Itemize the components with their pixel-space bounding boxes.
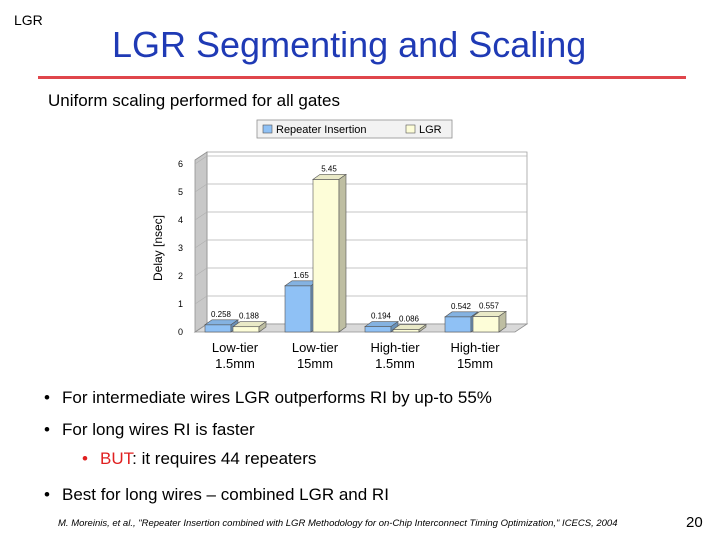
bullet-item: • For intermediate wires LGR outperforms …: [44, 388, 492, 408]
bullet-emphasis: BUT: [100, 449, 133, 468]
legend-label: LGR: [419, 124, 442, 136]
bullet-item: • Best for long wires – combined LGR and …: [44, 485, 389, 505]
data-label: 0.542: [451, 302, 472, 311]
bar-side: [418, 324, 427, 333]
legend-swatch: [262, 124, 273, 134]
bar-side: [258, 321, 267, 333]
bar-front: [444, 316, 472, 333]
y-axis-label: Delay [nsec]: [151, 215, 165, 281]
bar: [204, 319, 239, 333]
data-label: 0.557: [479, 301, 500, 310]
bullet-text: : it requires 44 repeaters: [132, 449, 317, 468]
data-label: 0.258: [211, 310, 232, 319]
x-tick-label: High-tier: [370, 340, 420, 355]
bar: [232, 321, 267, 333]
bullet-marker: •: [82, 449, 88, 468]
bar-front: [472, 316, 500, 333]
bullet-text: For intermediate wires LGR outperforms R…: [62, 388, 492, 407]
slide-subtitle: Uniform scaling performed for all gates: [48, 91, 340, 110]
bar-front: [312, 179, 340, 333]
bullet-item: • For long wires RI is faster: [44, 420, 255, 440]
sub-bullet-item: • BUT: it requires 44 repeaters: [82, 449, 316, 469]
chart-legend: Repeater Insertion LGR: [256, 119, 453, 139]
x-tick-label: Low-tier: [212, 340, 259, 355]
data-label: 1.65: [293, 271, 309, 280]
bar-front: [364, 326, 392, 333]
data-label: 0.194: [371, 312, 392, 321]
gridline: [194, 211, 208, 221]
x-tick-label: 1.5mm: [375, 356, 415, 371]
x-tick-label: 15mm: [457, 356, 493, 371]
bar-front: [204, 324, 232, 333]
bar-front: [284, 285, 312, 333]
citation: M. Moreinis, et al., "Repeater Insertion…: [58, 518, 618, 529]
y-tick-label: 6: [178, 159, 183, 169]
y-tick-label: 0: [178, 327, 183, 337]
gridline: [194, 239, 208, 249]
gridline: [194, 267, 208, 277]
bar-front: [232, 326, 260, 333]
bullet-text: For long wires RI is faster: [62, 420, 255, 439]
page-number: 20: [686, 514, 703, 531]
bullet-marker: •: [44, 485, 50, 504]
y-tick-label: 5: [178, 187, 183, 197]
corner-label: LGR: [14, 12, 43, 28]
bar-side: [498, 310, 507, 333]
title-divider: [38, 76, 686, 79]
x-tick-label: 15mm: [297, 356, 333, 371]
data-label: 0.188: [239, 312, 260, 321]
data-label: 5.45: [321, 164, 337, 173]
y-tick-label: 4: [178, 215, 183, 225]
legend-box: [256, 119, 453, 139]
x-tick-label: 1.5mm: [215, 356, 255, 371]
gridline: [194, 155, 208, 165]
gridline: [194, 183, 208, 193]
bar: [472, 310, 507, 333]
bullet-text: Best for long wires – combined LGR and R…: [62, 485, 389, 504]
x-tick-label: High-tier: [450, 340, 500, 355]
x-tick-label: Low-tier: [292, 340, 339, 355]
data-label: 0.086: [399, 315, 420, 324]
legend-swatch: [405, 124, 416, 134]
bar: [392, 324, 427, 333]
gridline: [194, 295, 208, 305]
y-tick-label: 2: [178, 271, 183, 281]
bullet-marker: •: [44, 388, 50, 407]
slide-title: LGR Segmenting and Scaling: [112, 24, 587, 65]
bar: [312, 173, 347, 333]
legend-label: Repeater Insertion: [276, 124, 367, 136]
bar-side: [338, 173, 347, 333]
chart-side-wall: [194, 151, 208, 333]
y-tick-label: 3: [178, 243, 183, 253]
bullet-marker: •: [44, 420, 50, 439]
y-tick-label: 1: [178, 299, 183, 309]
bar-front: [392, 329, 420, 333]
chart-back-wall: [206, 151, 528, 325]
